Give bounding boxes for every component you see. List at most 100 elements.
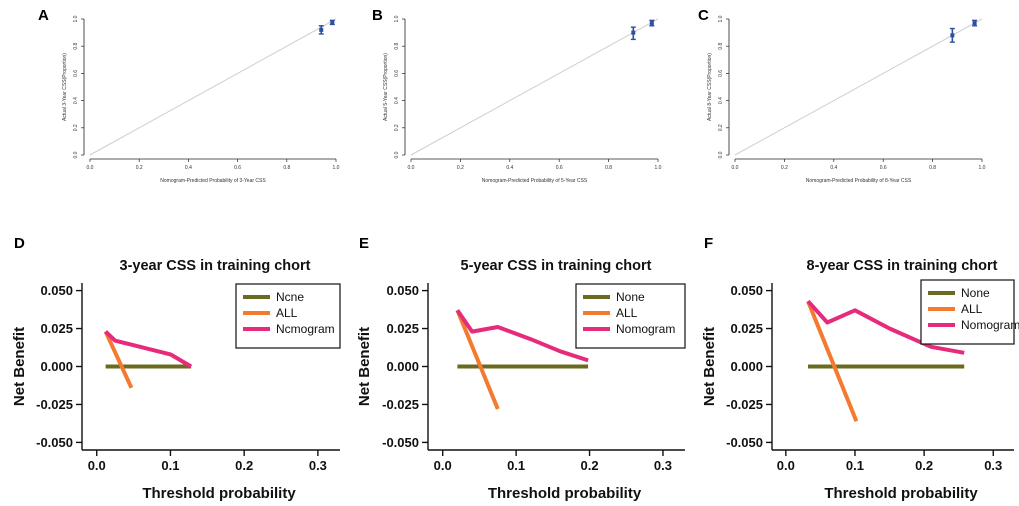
y-tick-label: 0.0: [394, 151, 400, 158]
calibration-plot-c: 0.0 0.2 0.4 0.6 0.8 1.0 0.0 0.2 0.4 0.6 0.8 1.0 Nomo…: [707, 15, 986, 184]
x-tick-label: 0.6: [880, 165, 887, 171]
x-tick-label: 0.8: [929, 165, 936, 171]
legend-box: [235, 283, 341, 349]
x-tick-label: 0.0: [777, 458, 795, 473]
legend-label-nomogram: Nomogram: [616, 322, 675, 336]
panel-label-a: A: [38, 7, 49, 24]
x-tick-label: 0.3: [654, 458, 672, 473]
x-axis-title: Nomogram-Predicted Probability of 8-Year…: [806, 178, 912, 184]
x-tick-label: 0.8: [605, 165, 612, 171]
reference-diagonal-line: [734, 18, 983, 156]
calibration-point: [319, 27, 324, 32]
calibration-plot-b: 0.0 0.2 0.4 0.6 0.8 1.0 0.0 0.2 0.4 0.6 0.8 1.0 Nomo…: [383, 15, 662, 184]
decision-curve-plot-f: 8-year CSS in training chort 0.050 0.025 0.…: [701, 258, 1019, 502]
x-tick-label: 1.0: [655, 165, 662, 171]
y-tick-label: 0.6: [394, 70, 400, 77]
y-tick-label: 1.0: [394, 15, 400, 22]
decision-curve-plot-d: 3-year CSS in training chort 0.050 0.025 0.…: [11, 258, 341, 502]
x-tick-label: 0.0: [408, 165, 415, 171]
panel-label-d: D: [14, 235, 25, 252]
y-tick-label: 0.025: [40, 321, 73, 336]
x-tick-label: 0.1: [507, 458, 525, 473]
y-tick-label: 0.6: [718, 70, 724, 77]
x-tick-label: 0.0: [87, 165, 94, 171]
x-tick-label: 0.2: [581, 458, 599, 473]
y-tick-label: 0.6: [73, 70, 79, 77]
y-tick-label: -0.025: [36, 397, 73, 412]
x-tick-label: 0.0: [88, 458, 106, 473]
x-tick-label: 0.2: [457, 165, 464, 171]
y-axis-title: Actual 8-Year CSS(Proportion): [707, 53, 713, 121]
chart-title: 5-year CSS in training chort: [461, 258, 652, 274]
y-tick-label: 0.000: [730, 359, 763, 374]
y-tick-label: 1.0: [718, 15, 724, 22]
legend-label-none: None: [961, 286, 990, 300]
y-axis-title: Net Benefit: [11, 327, 28, 406]
y-tick-label: 0.4: [718, 97, 724, 104]
y-tick-label: 0.050: [40, 283, 73, 298]
x-axis-title: Nomogram-Predicted Probability of 3-Year…: [160, 178, 266, 184]
nomogram-series-line: [806, 299, 965, 355]
x-tick-label: 0.6: [556, 165, 563, 171]
x-tick-label: 0.2: [781, 165, 788, 171]
y-tick-label: -0.050: [36, 435, 73, 450]
legend-label-none: Ncne: [276, 290, 304, 304]
y-tick-label: -0.025: [382, 397, 419, 412]
x-tick-label: 0.2: [136, 165, 143, 171]
y-tick-label: -0.050: [382, 435, 419, 450]
y-tick-label: 0.0: [73, 151, 79, 158]
y-tick-label: 0.2: [394, 124, 400, 131]
x-axis-title: Threshold probability: [488, 485, 642, 502]
y-tick-label: 0.2: [73, 124, 79, 131]
x-tick-label: 0.4: [185, 165, 192, 171]
panel-label-e: E: [359, 235, 369, 252]
y-tick-label: 0.2: [718, 124, 724, 131]
legend-label-nomogram: Ncmogram: [276, 322, 335, 336]
calibration-point: [649, 21, 654, 26]
legend-label-nomogram: Nomogram: [961, 318, 1019, 332]
y-tick-label: 0.4: [394, 97, 400, 104]
legend-box: [920, 279, 1015, 345]
panel-label-c: C: [698, 7, 709, 24]
y-tick-label: 0.8: [73, 43, 79, 50]
legend-label-none: None: [616, 290, 645, 304]
y-tick-label: 0.025: [730, 321, 763, 336]
x-tick-label: 1.0: [333, 165, 340, 171]
calibration-point: [972, 21, 977, 26]
x-tick-label: 0.0: [732, 165, 739, 171]
calibration-plot-a: 0.0 0.2 0.4 0.6 0.8 1.0 0.0 0.2 0.4 0.6 0.8 1.0 Nomo…: [62, 15, 340, 184]
y-tick-label: -0.025: [726, 397, 763, 412]
decision-curve-plot-e: 5-year CSS in training chort 0.050 0.025 0.…: [356, 258, 686, 502]
y-tick-label: 1.0: [73, 15, 79, 22]
x-tick-label: 0.4: [830, 165, 837, 171]
x-tick-label: 0.1: [161, 458, 179, 473]
y-axis-title: Net Benefit: [356, 327, 373, 406]
calibration-point: [631, 30, 636, 35]
legend: None ALL Nomogram: [575, 283, 686, 349]
y-tick-label: 0.8: [718, 43, 724, 50]
y-tick-label: 0.000: [40, 359, 73, 374]
calibration-point: [330, 20, 335, 25]
x-tick-label: 0.8: [283, 165, 290, 171]
x-tick-label: 0.4: [506, 165, 513, 171]
nomogram-series-line: [455, 309, 589, 363]
reference-diagonal-line: [89, 18, 337, 156]
y-tick-label: 0.000: [386, 359, 419, 374]
y-tick-label: 0.0: [718, 151, 724, 158]
x-tick-label: 0.0: [434, 458, 452, 473]
x-axis-title: Threshold probability: [824, 485, 978, 502]
all-series-line: [103, 330, 134, 389]
y-tick-label: 0.8: [394, 43, 400, 50]
legend-label-all: ALL: [961, 302, 983, 316]
x-tick-label: 0.2: [915, 458, 933, 473]
legend-label-all: ALL: [616, 306, 638, 320]
y-axis-title: Actual 5-Year CSS(Proportion): [383, 53, 389, 121]
reference-diagonal-line: [410, 18, 659, 156]
nomogram-series-line: [104, 330, 193, 369]
chart-title: 8-year CSS in training chort: [807, 258, 998, 274]
x-tick-label: 0.6: [234, 165, 241, 171]
legend-box: [575, 283, 686, 349]
all-series-line: [455, 309, 500, 410]
y-tick-label: 0.025: [386, 321, 419, 336]
x-tick-label: 0.3: [309, 458, 327, 473]
